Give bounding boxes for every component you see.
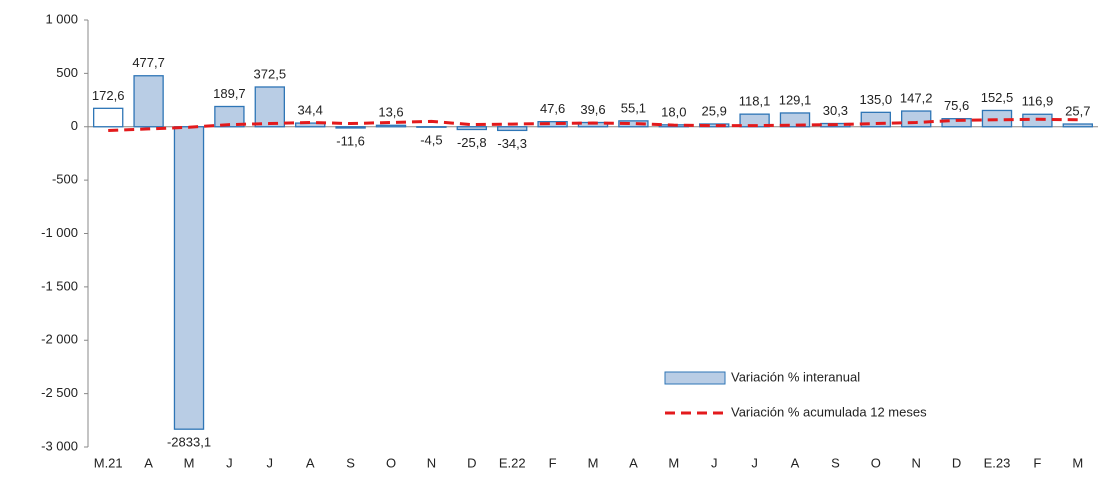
y-tick-label: -1 000 [41, 225, 78, 240]
x-tick-label: M [1072, 455, 1083, 470]
x-tick-label: J [267, 455, 274, 470]
x-tick-label: D [952, 455, 961, 470]
x-tick-label: E.22 [499, 455, 526, 470]
data-label: 55,1 [621, 100, 646, 115]
data-label: 135,0 [860, 92, 893, 107]
bar [498, 127, 527, 131]
bar [134, 76, 163, 127]
x-tick-label: M [588, 455, 599, 470]
y-tick-label: 500 [56, 65, 78, 80]
x-tick-label: D [467, 455, 476, 470]
data-label: 75,6 [944, 98, 969, 113]
data-label: -11,6 [336, 133, 365, 148]
legend-swatch [665, 372, 725, 384]
data-label: 30,3 [823, 103, 848, 118]
y-tick-label: 0 [71, 118, 78, 133]
x-tick-label: F [549, 455, 557, 470]
x-tick-label: A [144, 455, 153, 470]
data-label: -4,5 [420, 133, 442, 148]
x-tick-label: N [427, 455, 436, 470]
x-tick-label: J [226, 455, 233, 470]
data-label: -2833,1 [167, 435, 211, 450]
data-label: 477,7 [132, 55, 165, 70]
data-label: 25,9 [702, 103, 727, 118]
data-label: 116,9 [1022, 94, 1054, 109]
data-label: 25,7 [1065, 103, 1090, 118]
bar [902, 111, 931, 127]
data-label: -25,8 [457, 135, 487, 150]
y-tick-label: -500 [52, 172, 78, 187]
bar [1063, 124, 1092, 127]
x-tick-label: F [1033, 455, 1041, 470]
x-tick-label: S [831, 455, 840, 470]
x-tick-label: M.21 [94, 455, 123, 470]
legend-label: Variación % interanual [731, 369, 860, 384]
y-tick-label: -2 000 [41, 332, 78, 347]
x-tick-label: A [791, 455, 800, 470]
bar [376, 125, 405, 126]
data-label: 39,6 [580, 102, 605, 117]
data-label: 13,6 [378, 105, 403, 120]
data-label: 147,2 [900, 90, 933, 105]
data-label: 372,5 [254, 66, 287, 81]
y-tick-label: -3 000 [41, 438, 78, 453]
x-tick-label: S [346, 455, 355, 470]
x-tick-label: N [912, 455, 921, 470]
y-tick-label: -1 500 [41, 278, 78, 293]
x-tick-label: A [629, 455, 638, 470]
data-label: 152,5 [981, 90, 1014, 105]
data-label: 129,1 [779, 92, 812, 107]
x-tick-label: A [306, 455, 315, 470]
x-tick-label: J [751, 455, 758, 470]
data-label: 172,6 [92, 88, 125, 103]
legend-label: Variación % acumulada 12 meses [731, 404, 927, 419]
data-label: 18,0 [661, 104, 686, 119]
bar [94, 108, 123, 126]
data-label: 47,6 [540, 101, 565, 116]
x-tick-label: O [386, 455, 396, 470]
y-tick-label: 1 000 [45, 11, 78, 26]
x-tick-label: M [184, 455, 195, 470]
bar [336, 127, 365, 128]
data-label: 34,4 [298, 103, 323, 118]
x-tick-label: O [871, 455, 881, 470]
x-tick-label: J [711, 455, 718, 470]
data-label: 189,7 [213, 86, 246, 101]
bar [174, 127, 203, 429]
data-label: 118,1 [739, 94, 771, 109]
bar [255, 87, 284, 127]
data-label: -34,3 [497, 136, 527, 151]
x-tick-label: E.23 [984, 455, 1011, 470]
bar [457, 127, 486, 130]
x-tick-label: M [668, 455, 679, 470]
y-tick-label: -2 500 [41, 385, 78, 400]
